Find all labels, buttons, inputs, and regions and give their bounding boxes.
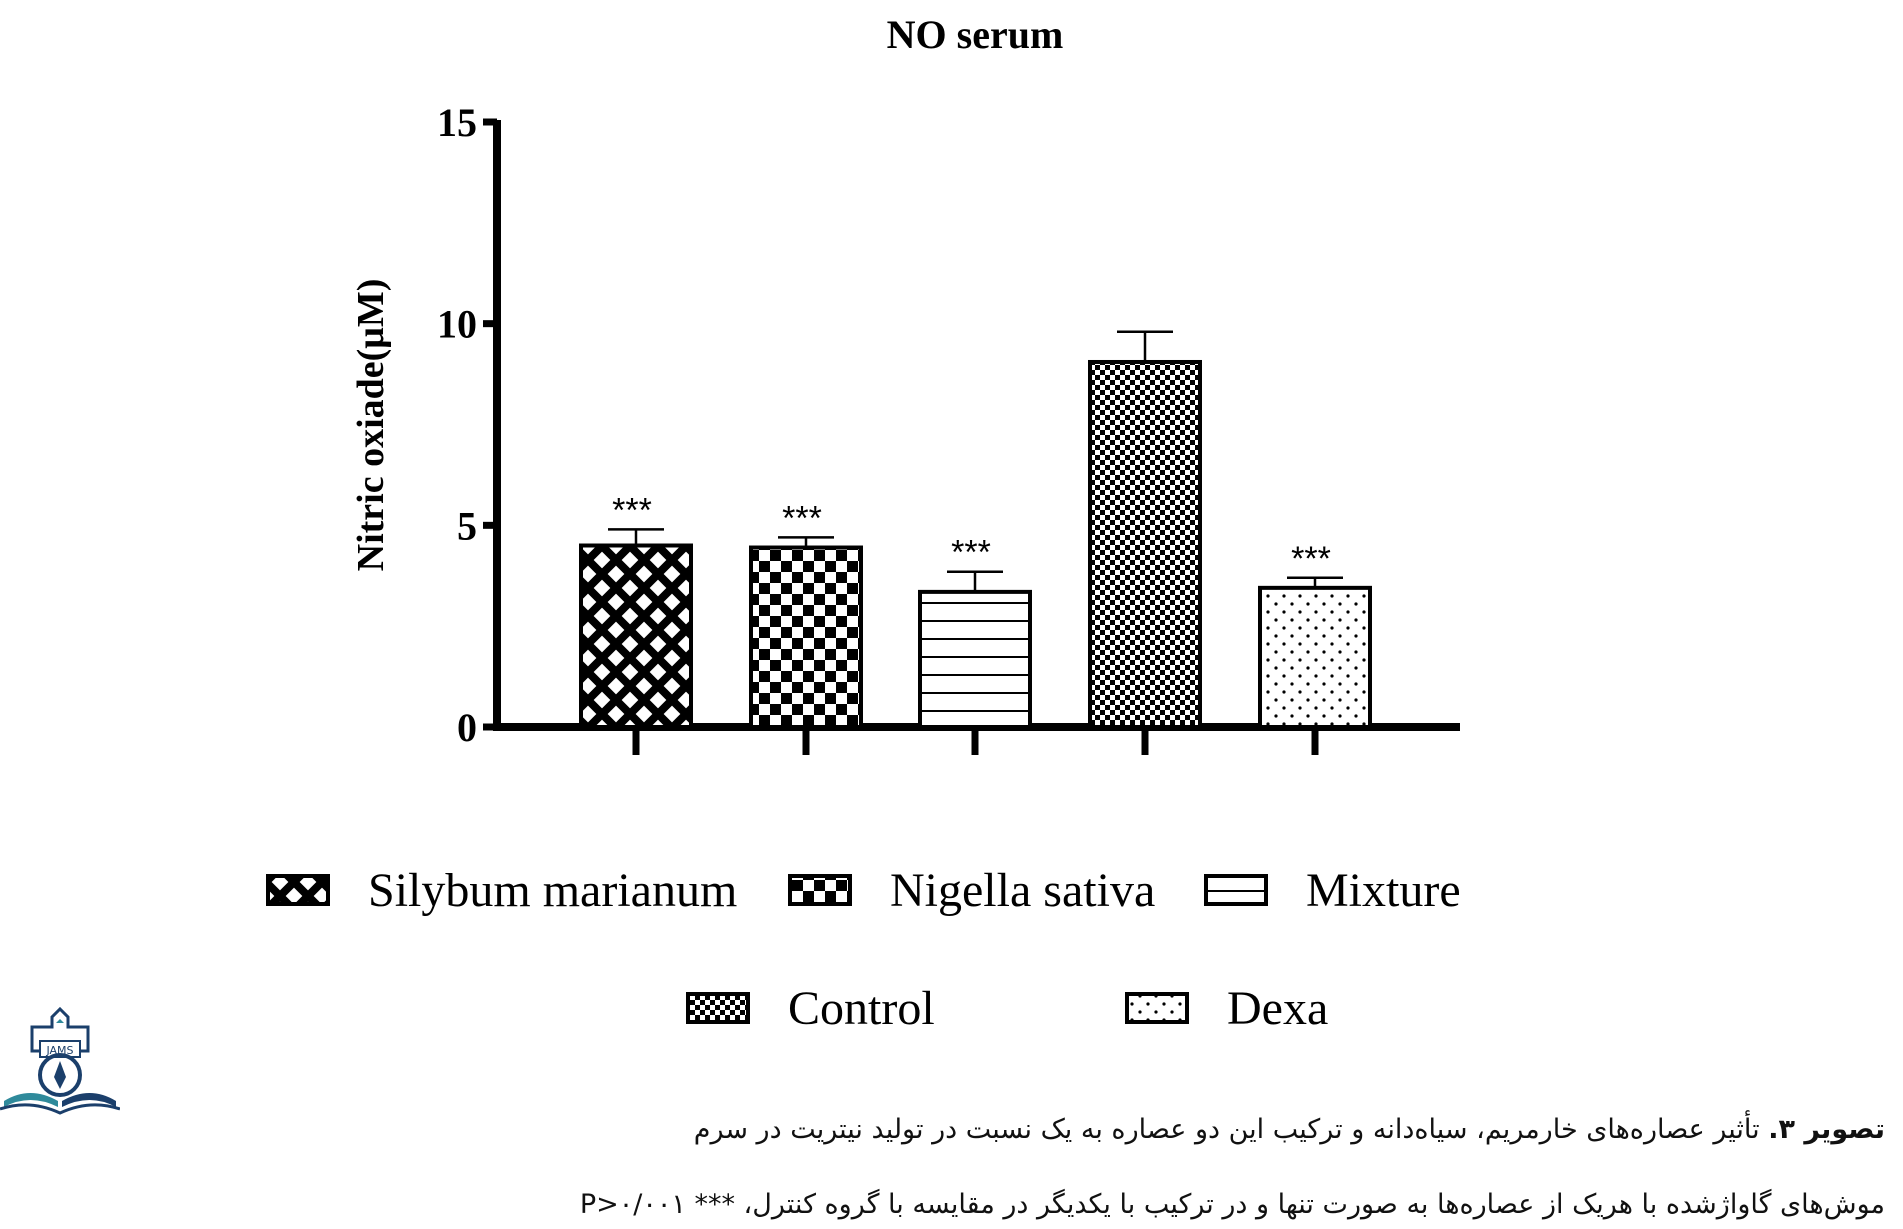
legend-swatch: [1204, 874, 1268, 906]
legend-item: Silybum marianum: [266, 864, 737, 917]
caption-line-2-text: موش‌های گاواژشده با هریک از عصاره‌ها به …: [579, 1189, 1885, 1220]
bars: *** *** *** ***: [579, 330, 1372, 755]
bar-group: ***: [579, 491, 693, 755]
legend-label: Dexa: [1227, 982, 1328, 1035]
bar: [1088, 359, 1202, 729]
bar: [579, 543, 693, 729]
bar-group: [1088, 330, 1202, 755]
legend-label: Control: [788, 982, 935, 1035]
y-tick-label: 5: [457, 503, 477, 548]
jams-logo: JAMS: [0, 1005, 121, 1122]
bar-group: ***: [918, 534, 1032, 755]
caption-line-1: تصویر ۳. تأثیر عصاره‌های خارمریم، سیاه‌د…: [694, 1114, 1885, 1145]
legend-item: Control: [686, 982, 935, 1035]
legend-swatch: [1125, 992, 1189, 1024]
significance-label: ***: [951, 534, 991, 572]
significance-label: ***: [1291, 540, 1331, 578]
legend-label: Mixture: [1306, 864, 1461, 917]
bar: [1258, 585, 1372, 729]
bar: [749, 545, 863, 729]
bar: [918, 589, 1032, 730]
legend-swatch: [686, 992, 750, 1024]
legend-item: Dexa: [1125, 982, 1328, 1035]
legend-item: Mixture: [1204, 864, 1461, 917]
y-tick-label: 15: [437, 100, 477, 145]
caption-figure-label: تصویر ۳.: [1768, 1114, 1885, 1145]
legend-swatch: [266, 874, 330, 906]
caption-line-2: موش‌های گاواژشده با هریک از عصاره‌ها به …: [580, 1189, 1885, 1220]
legend-label: Nigella sativa: [890, 864, 1155, 917]
y-tick-label: 10: [437, 302, 477, 347]
legend-swatch: [788, 874, 852, 906]
caption-line-1-text: تأثیر عصاره‌های خارمریم، سیاه‌دانه و ترک…: [693, 1114, 1760, 1145]
chart-title: NO serum: [887, 12, 1064, 57]
y-tick-label: 0: [457, 705, 477, 750]
logo-text: JAMS: [45, 1044, 73, 1057]
significance-label: ***: [612, 491, 652, 529]
significance-label: ***: [782, 499, 822, 537]
y-axis-label: Nitric oxiade(μM): [350, 279, 392, 572]
bar-group: ***: [1258, 540, 1372, 755]
legend: Silybum marianum Nigella sativa Mixture Con…: [266, 864, 1461, 1035]
legend-item: Nigella sativa: [788, 864, 1155, 917]
y-ticks: 0 5 10 15: [437, 100, 497, 750]
legend-label: Silybum marianum: [368, 864, 737, 917]
bar-group: ***: [749, 499, 863, 755]
